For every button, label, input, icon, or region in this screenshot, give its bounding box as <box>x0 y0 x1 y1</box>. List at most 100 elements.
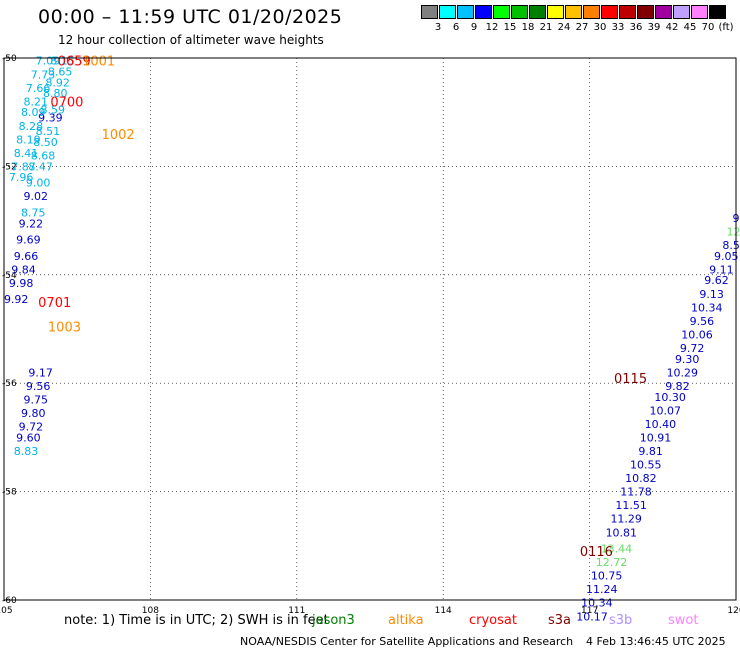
wave-height-value: 8.28 <box>19 120 44 133</box>
x-tick-label: 114 <box>435 606 452 616</box>
legend-label: 39 <box>647 22 661 33</box>
wave-height-value: 10.34 <box>581 597 613 610</box>
credit-line: NOAA/NESDIS Center for Satellite Applica… <box>240 635 574 648</box>
wave-height-value: 8.59 <box>41 103 66 116</box>
y-tick-label: -52 <box>2 162 17 172</box>
wave-height-value: 8.50 <box>33 136 58 149</box>
wave-height-value: 10.29 <box>667 366 699 379</box>
wave-height-value: 8.80 <box>43 87 68 100</box>
legend-label: 6 <box>452 22 460 33</box>
wave-height-value: 9.60 <box>16 431 41 444</box>
legend-swatch <box>673 5 690 19</box>
wave-height-value: 9.72 <box>680 342 705 355</box>
legend-swatch <box>619 5 636 19</box>
wave-height-value: 9.22 <box>19 217 44 230</box>
wave-height-value: 9.56 <box>690 315 715 328</box>
legend-swatch <box>565 5 582 19</box>
legend-label: 3 <box>434 22 442 33</box>
wave-height-value: 9.56 <box>26 380 51 393</box>
wave-height-value: 8.41 <box>14 147 39 160</box>
wave-height-value: 10.07 <box>649 404 681 417</box>
legend-swatch <box>691 5 708 19</box>
legend-swatch <box>475 5 492 19</box>
wave-height-value: 9.17 <box>28 366 53 379</box>
wave-height-value: 8.21 <box>23 95 48 108</box>
y-tick-label: -50 <box>2 54 17 64</box>
y-tick-label: -54 <box>2 271 17 281</box>
satellite-swot: swot <box>668 613 699 628</box>
wave-height-value: 7.73 <box>31 68 56 81</box>
x-tick-label: 120 <box>727 606 740 616</box>
wave-height-value: 10.17 <box>576 610 608 623</box>
legend-label: 36 <box>629 22 643 33</box>
wave-height-value: 8.47 <box>28 160 53 173</box>
wave-height-value: 9.75 <box>23 393 48 406</box>
legend-swatch <box>709 5 726 19</box>
wave-height-value: 9.69 <box>16 234 41 247</box>
y-tick-label: -56 <box>2 379 17 389</box>
timestamp: 4 Feb 13:46:45 UTC 2025 <box>586 635 726 648</box>
wave-height-value: 8.09 <box>21 106 46 119</box>
satellite-s3a: s3a <box>548 613 572 628</box>
wave-height-value: 11.29 <box>610 513 642 526</box>
x-tick-label: 111 <box>288 606 305 616</box>
pass-time-label: 0116 <box>580 545 613 560</box>
map-subtitle: 12 hour collection of altimeter wave hei… <box>58 33 324 47</box>
pass-time-label: 1001 <box>82 55 115 70</box>
wave-height-value: 9.02 <box>23 190 48 203</box>
wave-height-value: 8.68 <box>31 150 56 163</box>
wave-height-value: 13.44 <box>601 543 633 556</box>
wave-height-value: 9.80 <box>21 407 46 420</box>
legend-label: (ft) <box>718 22 734 33</box>
wave-height-value: 9.92 <box>4 293 29 306</box>
wave-height-value: 10.30 <box>654 391 686 404</box>
wave-height-value: 10.40 <box>645 418 677 431</box>
wave-height-value: 10.34 <box>691 301 723 314</box>
legend-swatch <box>547 5 564 19</box>
legend-label: 42 <box>665 22 679 33</box>
wave-height-value: 9.72 <box>19 421 44 434</box>
wave-height-value: 8.83 <box>14 445 39 458</box>
satellite-s3b: s3b <box>609 613 633 628</box>
pass-time-label: 0701 <box>38 296 71 311</box>
wave-height-value: 9.05 <box>714 250 739 263</box>
map-frame <box>3 57 737 601</box>
satellite-cryosat: cryosat <box>469 613 517 628</box>
wave-height-value: 10.55 <box>630 459 662 472</box>
wave-height-value: 7.09 <box>36 55 61 68</box>
wave-height-value: 12 <box>727 225 740 238</box>
wave-height-value: 7.66 <box>26 82 51 95</box>
wave-height-value: 9.66 <box>14 250 39 263</box>
wave-height-value: 11.51 <box>615 499 647 512</box>
wave-height-value: 8.19 <box>16 133 41 146</box>
x-tick-label: 117 <box>581 606 598 616</box>
legend-label: 33 <box>611 22 625 33</box>
wave-height-value: 10.82 <box>625 472 657 485</box>
legend-label: 15 <box>503 22 517 33</box>
legend-label: 12 <box>485 22 499 33</box>
legend-label: 9 <box>470 22 478 33</box>
wave-height-value: 9.00 <box>26 177 51 190</box>
legend-swatch <box>601 5 618 19</box>
satellite-altika: altika <box>388 613 424 628</box>
wave-height-value: 10.75 <box>591 570 623 583</box>
wave-height-value: 10.06 <box>681 328 713 341</box>
wave-height-value: 7.96 <box>9 171 34 184</box>
wave-height-value: 10.81 <box>606 526 638 539</box>
legend-label: 24 <box>557 22 571 33</box>
legend-label: 45 <box>683 22 697 33</box>
legend-label: 27 <box>575 22 589 33</box>
wave-height-value: 8.65 <box>48 66 73 79</box>
wave-height-value: 9.62 <box>704 274 729 287</box>
wave-height-value: 9.13 <box>699 288 724 301</box>
legend-swatch <box>439 5 456 19</box>
legend-swatch <box>529 5 546 19</box>
legend-swatch <box>637 5 654 19</box>
legend-swatch <box>511 5 528 19</box>
legend-swatch <box>655 5 672 19</box>
legend-swatch <box>457 5 474 19</box>
wave-height-value: 9.98 <box>9 277 34 290</box>
satellite-jason3: jason3 <box>312 613 355 628</box>
